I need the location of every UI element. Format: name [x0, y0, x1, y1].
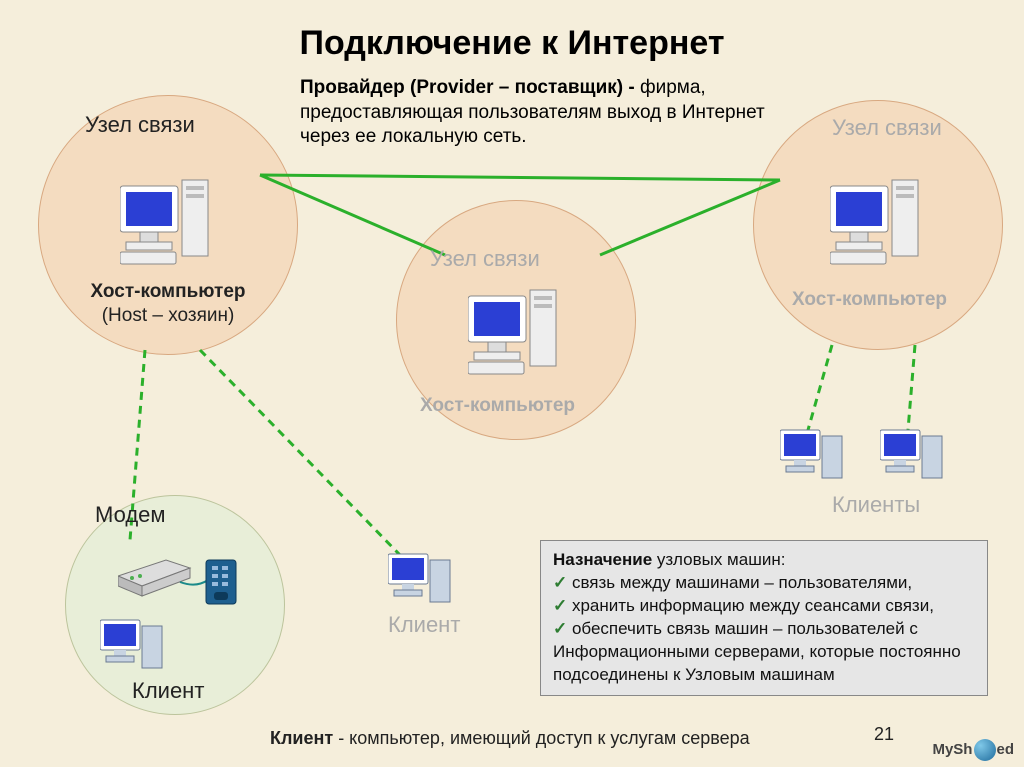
info-heading-bold: Назначение	[553, 550, 652, 569]
client-bottom-label: Клиент	[132, 678, 204, 704]
globe-icon	[974, 739, 996, 761]
modem-label: Модем	[95, 502, 166, 528]
page-number: 21	[874, 724, 894, 745]
page-title: Подключение к Интернет	[300, 24, 725, 63]
brand-text-2: ed	[996, 741, 1014, 758]
info-heading: Назначение узловых машин:	[553, 549, 975, 572]
client-computer-icon-bottom	[100, 618, 170, 679]
client-computer-icon-r2	[880, 428, 950, 489]
info-item: хранить информацию между сеансами связи,	[553, 595, 975, 618]
clients-right-label: Клиенты	[832, 492, 920, 518]
client-computer-icon-mid	[388, 552, 458, 613]
node1-title: Узел связи	[85, 112, 195, 138]
node1-host-line1: Хост-компьютер	[58, 280, 278, 304]
footer-bold: Клиент	[270, 728, 333, 748]
modem-icon	[118, 540, 248, 615]
host-computer-icon-1	[120, 178, 230, 273]
brand-text-1: MySh	[932, 741, 972, 758]
node2-host: Хост-компьютер	[420, 394, 575, 418]
client-mid-label: Клиент	[388, 612, 460, 638]
info-list: связь между машинами – пользователями, х…	[553, 572, 975, 687]
info-item: обеспечить связь машин – пользователей с…	[553, 618, 975, 687]
info-item: связь между машинами – пользователями,	[553, 572, 975, 595]
provider-definition: Провайдер (Provider – поставщик) - фирма…	[300, 76, 780, 150]
info-heading-rest: узловых машин:	[652, 550, 785, 569]
footer-definition: Клиент - компьютер, имеющий доступ к усл…	[270, 728, 750, 749]
node3-title: Узел связи	[832, 115, 942, 141]
client-computer-icon-r1	[780, 428, 850, 489]
node1-host-line2: (Host – хозяин)	[58, 304, 278, 328]
node1-host: Хост-компьютер (Host – хозяин)	[58, 280, 278, 328]
provider-bold: Провайдер (Provider – поставщик) -	[300, 77, 635, 98]
info-box: Назначение узловых машин: связь между ма…	[540, 540, 988, 696]
node3-host: Хост-компьютер	[792, 288, 947, 312]
host-computer-icon-2	[468, 288, 578, 383]
node2-title: Узел связи	[430, 246, 540, 272]
footer-rest: - компьютер, имеющий доступ к услугам се…	[333, 728, 749, 748]
host-computer-icon-3	[830, 178, 940, 273]
brand-logo: MySh ed	[932, 739, 1014, 761]
